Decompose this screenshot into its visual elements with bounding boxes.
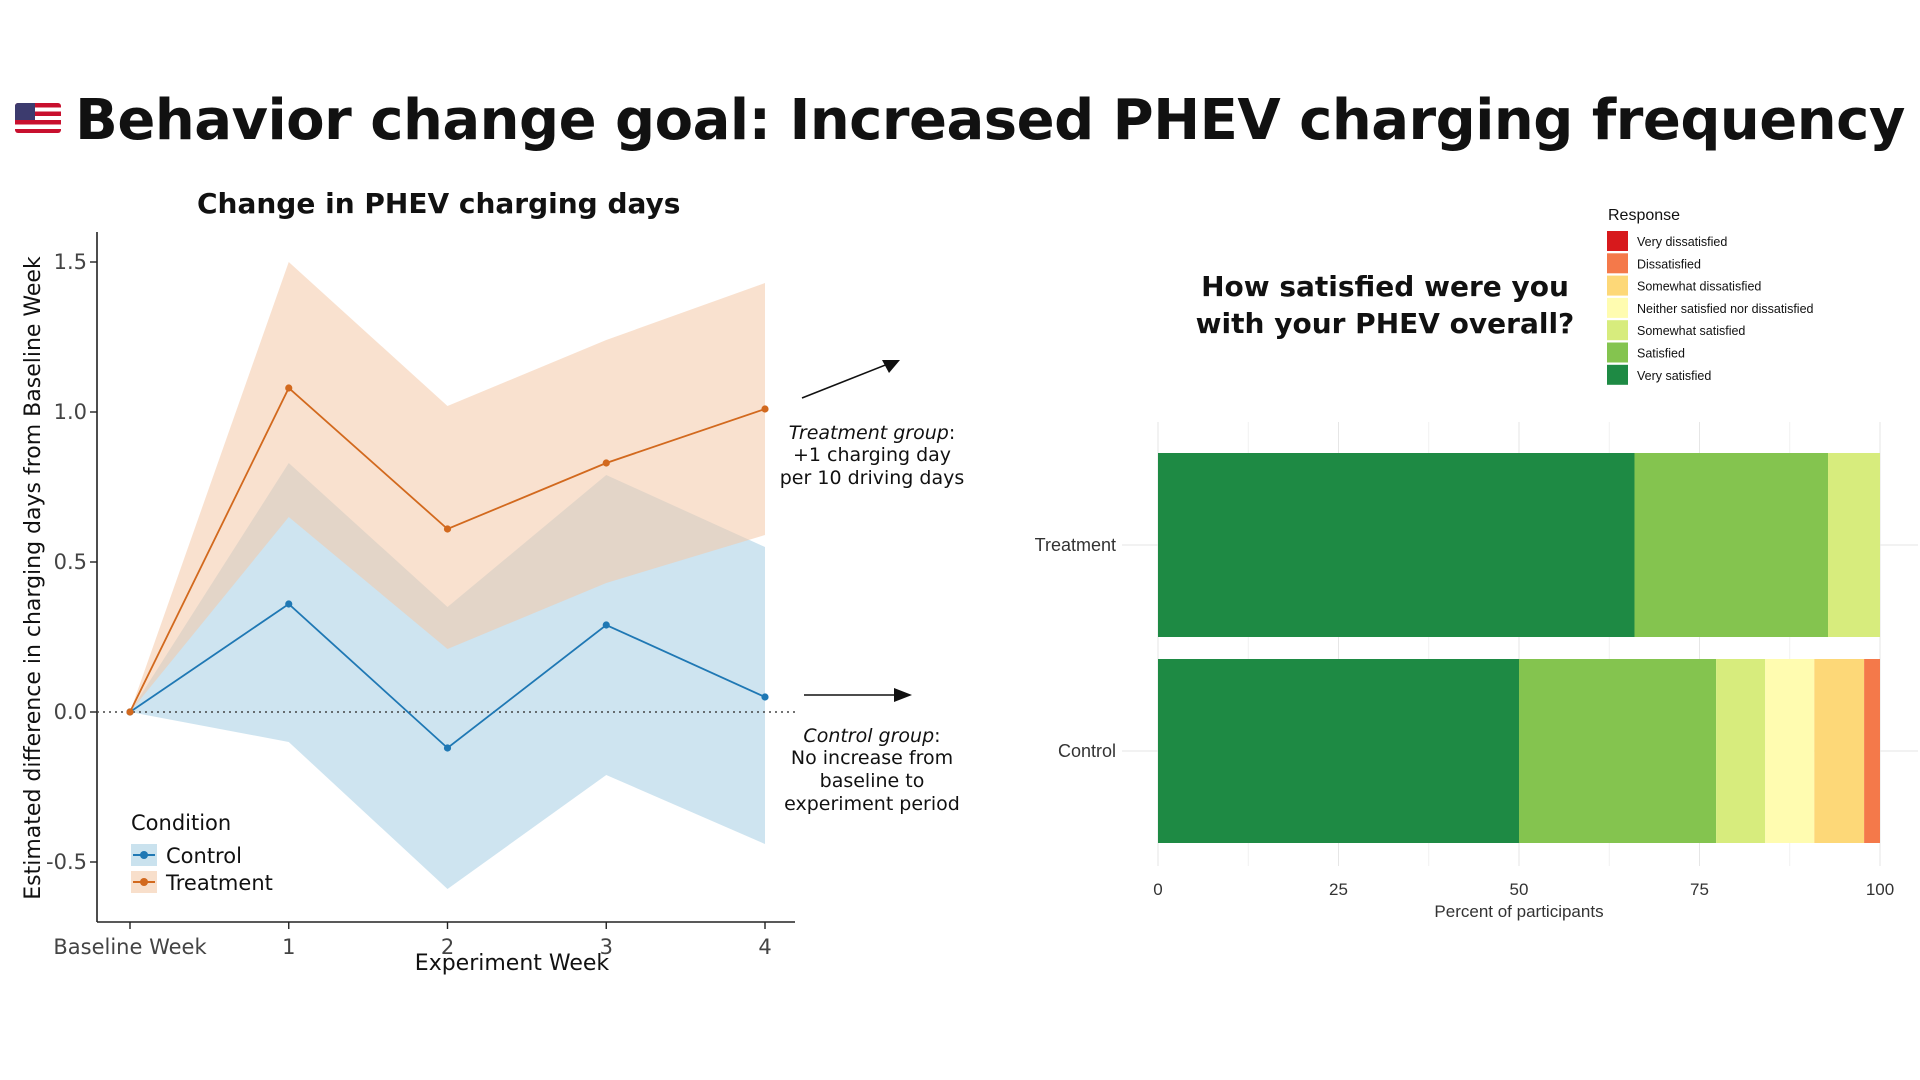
response-legend-label: Very dissatisfied xyxy=(1637,235,1727,249)
response-legend-label: Very satisfied xyxy=(1637,369,1711,383)
point-control-1 xyxy=(285,600,293,608)
point-treatment-4 xyxy=(761,405,769,413)
bar-x-tick-label: 75 xyxy=(1690,880,1709,899)
x-tick-label: 3 xyxy=(600,935,613,959)
bar-chart-title-line1: How satisfied were you xyxy=(1201,270,1569,303)
treatment-annotation-line1: Treatment group: xyxy=(789,422,955,444)
x-tick-label: 1 xyxy=(282,935,295,959)
y-tick-label: 1.5 xyxy=(54,250,87,274)
response-legend-swatch xyxy=(1607,320,1628,341)
treatment-annotation-line3: per 10 driving days xyxy=(780,467,964,489)
bar-chart-x-axis-label: Percent of participants xyxy=(1434,902,1603,921)
point-control-2 xyxy=(443,744,452,752)
y-tick-label: 1.0 xyxy=(54,400,87,424)
bar-x-tick-label: 100 xyxy=(1866,880,1894,899)
bar-x-tick-label: 50 xyxy=(1510,880,1529,899)
line-chart-x-axis-label: Experiment Week xyxy=(415,951,610,976)
x-tick-label: 4 xyxy=(758,935,771,959)
bar-chart: How satisfied were you with your PHEV ov… xyxy=(1035,207,1918,921)
response-legend-swatch xyxy=(1607,275,1628,296)
treatment-annotation: Treatment group: +1 charging day per 10 … xyxy=(780,360,964,489)
control-annotation-line4: experiment period xyxy=(784,793,960,815)
treatment-arrow xyxy=(801,361,894,399)
bar-chart-bars xyxy=(1158,453,1880,843)
bar-chart-categories: Treatment Control xyxy=(1035,535,1116,761)
treatment-arrowhead xyxy=(882,360,900,373)
point-treatment-2 xyxy=(443,525,452,533)
legend-label-treatment: Treatment xyxy=(165,871,273,895)
bar-x-tick-label: 25 xyxy=(1329,880,1348,899)
point-treatment-0 xyxy=(126,708,134,716)
response-legend-swatch xyxy=(1607,253,1628,274)
control-annotation-line2: No increase from xyxy=(791,747,953,769)
x-tick-label: Baseline Week xyxy=(53,935,207,959)
treatment-annotation-line2: +1 charging day xyxy=(793,444,951,466)
point-treatment-3 xyxy=(602,459,610,467)
point-control-4 xyxy=(761,693,769,701)
bar-segment-treatment-somewhat-satisfied xyxy=(1828,453,1880,637)
legend-key-dot-treatment xyxy=(140,878,148,886)
legend-label-control: Control xyxy=(166,844,242,868)
bar-segment-treatment-satisfied xyxy=(1634,453,1829,637)
response-legend-label: Somewhat satisfied xyxy=(1637,324,1745,338)
point-treatment-1 xyxy=(285,384,293,392)
response-legend-label: Dissatisfied xyxy=(1637,257,1701,271)
bar-segment-treatment-very-satisfied xyxy=(1158,453,1635,637)
line-chart-y-ticks: -0.5 0.0 0.5 1.0 1.5 xyxy=(46,250,97,874)
bar-segment-control-satisfied xyxy=(1519,659,1717,843)
page-title: Behavior change goal: Increased PHEV cha… xyxy=(0,88,1920,153)
bar-segment-control-somewhat-dissatisfied xyxy=(1814,659,1865,843)
control-annotation-line1: Control group: xyxy=(803,725,940,747)
bar-category-label-treatment: Treatment xyxy=(1035,535,1116,555)
response-legend-title: Response xyxy=(1608,207,1680,224)
line-chart-series xyxy=(126,384,769,752)
control-arrowhead xyxy=(894,688,912,702)
line-chart-x-ticks: Baseline Week 1 2 3 4 xyxy=(53,922,772,959)
bar-chart-title-line2: with your PHEV overall? xyxy=(1196,307,1575,340)
control-annotation-line3: baseline to xyxy=(820,770,925,792)
band-treatment xyxy=(130,262,765,712)
bar-segment-control-neither-satisfied-nor-dissatisfied xyxy=(1765,659,1815,843)
line-chart-legend: Condition Control Treatment xyxy=(131,811,273,895)
bar-category-label-control: Control xyxy=(1058,741,1116,761)
legend-key-dot-control xyxy=(140,851,148,859)
us-flag-icon xyxy=(15,103,62,133)
control-annotation: Control group: No increase from baseline… xyxy=(784,688,960,815)
line-chart-axes xyxy=(96,232,795,923)
response-legend-swatch xyxy=(1607,342,1628,363)
response-legend-label: Neither satisfied nor dissatisfied xyxy=(1637,302,1814,316)
response-legend: Response Very dissatisfied Dissatisfied So… xyxy=(1607,207,1814,385)
bar-segment-control-very-satisfied xyxy=(1158,659,1519,843)
bar-segment-control-somewhat-satisfied xyxy=(1716,659,1766,843)
page-title-text: Behavior change goal: Increased PHEV cha… xyxy=(75,88,1905,153)
line-chart: Change in PHEV charging days -0.5 0.0 0.5 1… xyxy=(21,187,795,976)
response-legend-label: Satisfied xyxy=(1637,347,1685,361)
line-chart-title: Change in PHEV charging days xyxy=(197,187,680,220)
legend-title: Condition xyxy=(131,811,231,835)
y-tick-label: 0.0 xyxy=(54,700,87,724)
y-tick-label: 0.5 xyxy=(54,550,87,574)
response-legend-swatch xyxy=(1607,364,1628,385)
bar-chart-x-ticks: 0 25 50 75 100 xyxy=(1153,880,1894,899)
line-chart-y-axis-label: Estimated difference in charging days fr… xyxy=(21,256,46,900)
bar-segment-control-dissatisfied xyxy=(1864,659,1880,843)
response-legend-swatch xyxy=(1607,231,1628,251)
response-legend-label: Somewhat dissatisfied xyxy=(1637,280,1761,294)
x-tick-label: 2 xyxy=(441,935,454,959)
line-chart-bands xyxy=(130,262,765,889)
y-tick-label: -0.5 xyxy=(46,850,87,874)
bar-x-tick-label: 0 xyxy=(1153,880,1162,899)
response-legend-swatch xyxy=(1607,297,1628,318)
point-control-3 xyxy=(602,621,610,629)
